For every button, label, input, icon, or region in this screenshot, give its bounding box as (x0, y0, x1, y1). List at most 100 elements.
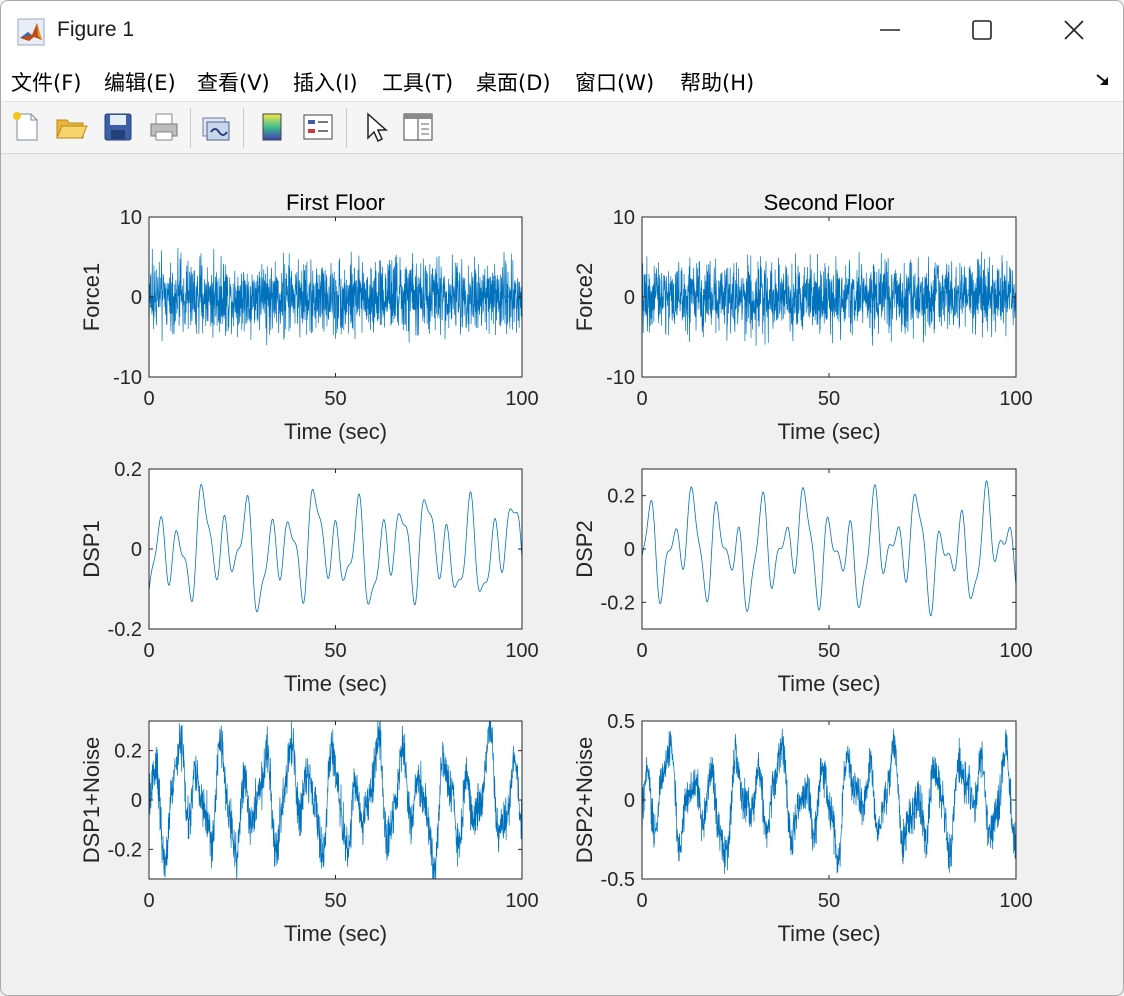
x-tick-label: 50 (818, 388, 840, 410)
menu-window[interactable]: 窗口(W) (575, 71, 655, 95)
menu-bar: 文件(F) 编辑(E) 查看(V) 插入(I) 工具(T) 桌面(D) 窗口(W… (1, 59, 1123, 102)
y-tick-label: -0.2 (108, 839, 142, 861)
y-tick-label: 0.2 (114, 741, 142, 763)
y-tick-label: -0.5 (601, 869, 635, 891)
x-axis-label: Time (sec) (284, 419, 387, 444)
print-icon[interactable] (147, 110, 181, 144)
y-tick-label: 0.2 (607, 486, 635, 508)
y-tick-label: -0.2 (108, 619, 142, 641)
plot-area[interactable] (149, 469, 522, 629)
y-axis-label: DSP1+Noise (79, 737, 104, 864)
axes-title: First Floor (286, 190, 385, 215)
x-tick-label: 50 (818, 890, 840, 912)
series-line (641, 480, 1017, 617)
save-icon[interactable] (101, 110, 135, 144)
edit-plot-cursor-icon[interactable] (359, 110, 393, 144)
axes-title: Second Floor (764, 190, 895, 215)
x-tick-label: 50 (324, 890, 346, 912)
x-axis-label: Time (sec) (284, 671, 387, 696)
y-axis-label: Force2 (572, 263, 597, 331)
toolbar-separator (243, 108, 244, 148)
link-plot-icon[interactable] (199, 110, 233, 144)
figure-toolbar (1, 102, 1123, 154)
y-tick-label: 10 (120, 207, 142, 229)
x-tick-label: 0 (636, 640, 647, 662)
series-line (641, 728, 1017, 874)
dock-arrow-icon[interactable] (1095, 73, 1111, 87)
title-bar[interactable]: Figure 1 (1, 1, 1123, 59)
y-tick-label: -10 (113, 367, 142, 389)
menu-file[interactable]: 文件(F) (11, 71, 82, 95)
axes-5[interactable]: 0 50 100 -0.2 0 0.2 Time (sec) DSP1+Noise (79, 720, 539, 946)
x-axis-label: Time (sec) (777, 921, 880, 946)
plot-area[interactable] (149, 721, 522, 879)
maximize-icon (972, 20, 992, 40)
x-tick-label: 0 (636, 388, 647, 410)
x-tick-label: 100 (999, 640, 1032, 662)
y-axis-label: DSP2+Noise (572, 737, 597, 864)
y-axis-label: DSP1 (79, 520, 104, 577)
menu-help[interactable]: 帮助(H) (680, 71, 755, 95)
maximize-button[interactable] (936, 1, 1028, 59)
y-tick-label: 0 (131, 790, 142, 812)
x-tick-label: 50 (324, 640, 346, 662)
toolbar-separator (346, 108, 347, 148)
x-tick-label: 50 (818, 640, 840, 662)
axes-4[interactable]: 0 50 100 -0.2 0 0.2 Time (sec) DSP2 (572, 468, 1033, 696)
menu-view[interactable]: 查看(V) (197, 71, 270, 95)
menu-insert[interactable]: 插入(I) (293, 71, 358, 95)
x-tick-label: 0 (143, 890, 154, 912)
minimize-icon (880, 29, 900, 31)
legend-icon[interactable] (301, 110, 335, 144)
x-tick-label: 0 (143, 388, 154, 410)
y-tick-label: 0 (624, 287, 635, 309)
x-tick-label: 100 (999, 388, 1032, 410)
close-icon (1064, 20, 1084, 40)
plot-area[interactable] (642, 721, 1016, 879)
matlab-logo-icon (17, 18, 45, 46)
x-tick-label: 100 (505, 640, 538, 662)
y-tick-label: -10 (606, 367, 635, 389)
new-figure-icon[interactable] (9, 110, 43, 144)
menu-desktop[interactable]: 桌面(D) (476, 71, 551, 95)
y-tick-label: 0.2 (114, 459, 142, 481)
window-title: Figure 1 (57, 18, 135, 41)
x-tick-label: 0 (143, 640, 154, 662)
y-axis-label: DSP2 (572, 520, 597, 577)
series-line (148, 720, 523, 880)
y-tick-label: 0 (624, 790, 635, 812)
x-tick-label: 50 (324, 388, 346, 410)
minimize-button[interactable] (844, 1, 936, 59)
toolbar-separator (190, 108, 191, 148)
x-axis-label: Time (sec) (777, 419, 880, 444)
y-tick-label: 0 (131, 287, 142, 309)
y-axis-label: Force1 (79, 263, 104, 331)
colorbar-icon[interactable] (255, 110, 289, 144)
y-tick-label: 10 (613, 207, 635, 229)
y-tick-label: 0.5 (607, 711, 635, 733)
series-line (148, 483, 523, 613)
menu-tools[interactable]: 工具(T) (382, 71, 454, 95)
series-line (148, 247, 523, 346)
open-file-icon[interactable] (54, 110, 88, 144)
plot-area[interactable] (642, 469, 1016, 629)
x-tick-label: 100 (999, 890, 1032, 912)
menu-edit[interactable]: 编辑(E) (104, 71, 176, 95)
series-line (641, 251, 1017, 346)
x-tick-label: 0 (636, 890, 647, 912)
close-button[interactable] (1028, 1, 1120, 59)
x-axis-label: Time (sec) (777, 671, 880, 696)
x-tick-label: 100 (505, 890, 538, 912)
property-inspector-icon[interactable] (401, 110, 435, 144)
x-axis-label: Time (sec) (284, 921, 387, 946)
y-tick-label: 0 (624, 539, 635, 561)
y-tick-label: -0.2 (601, 592, 635, 614)
y-tick-label: 0 (131, 539, 142, 561)
x-tick-label: 100 (505, 388, 538, 410)
